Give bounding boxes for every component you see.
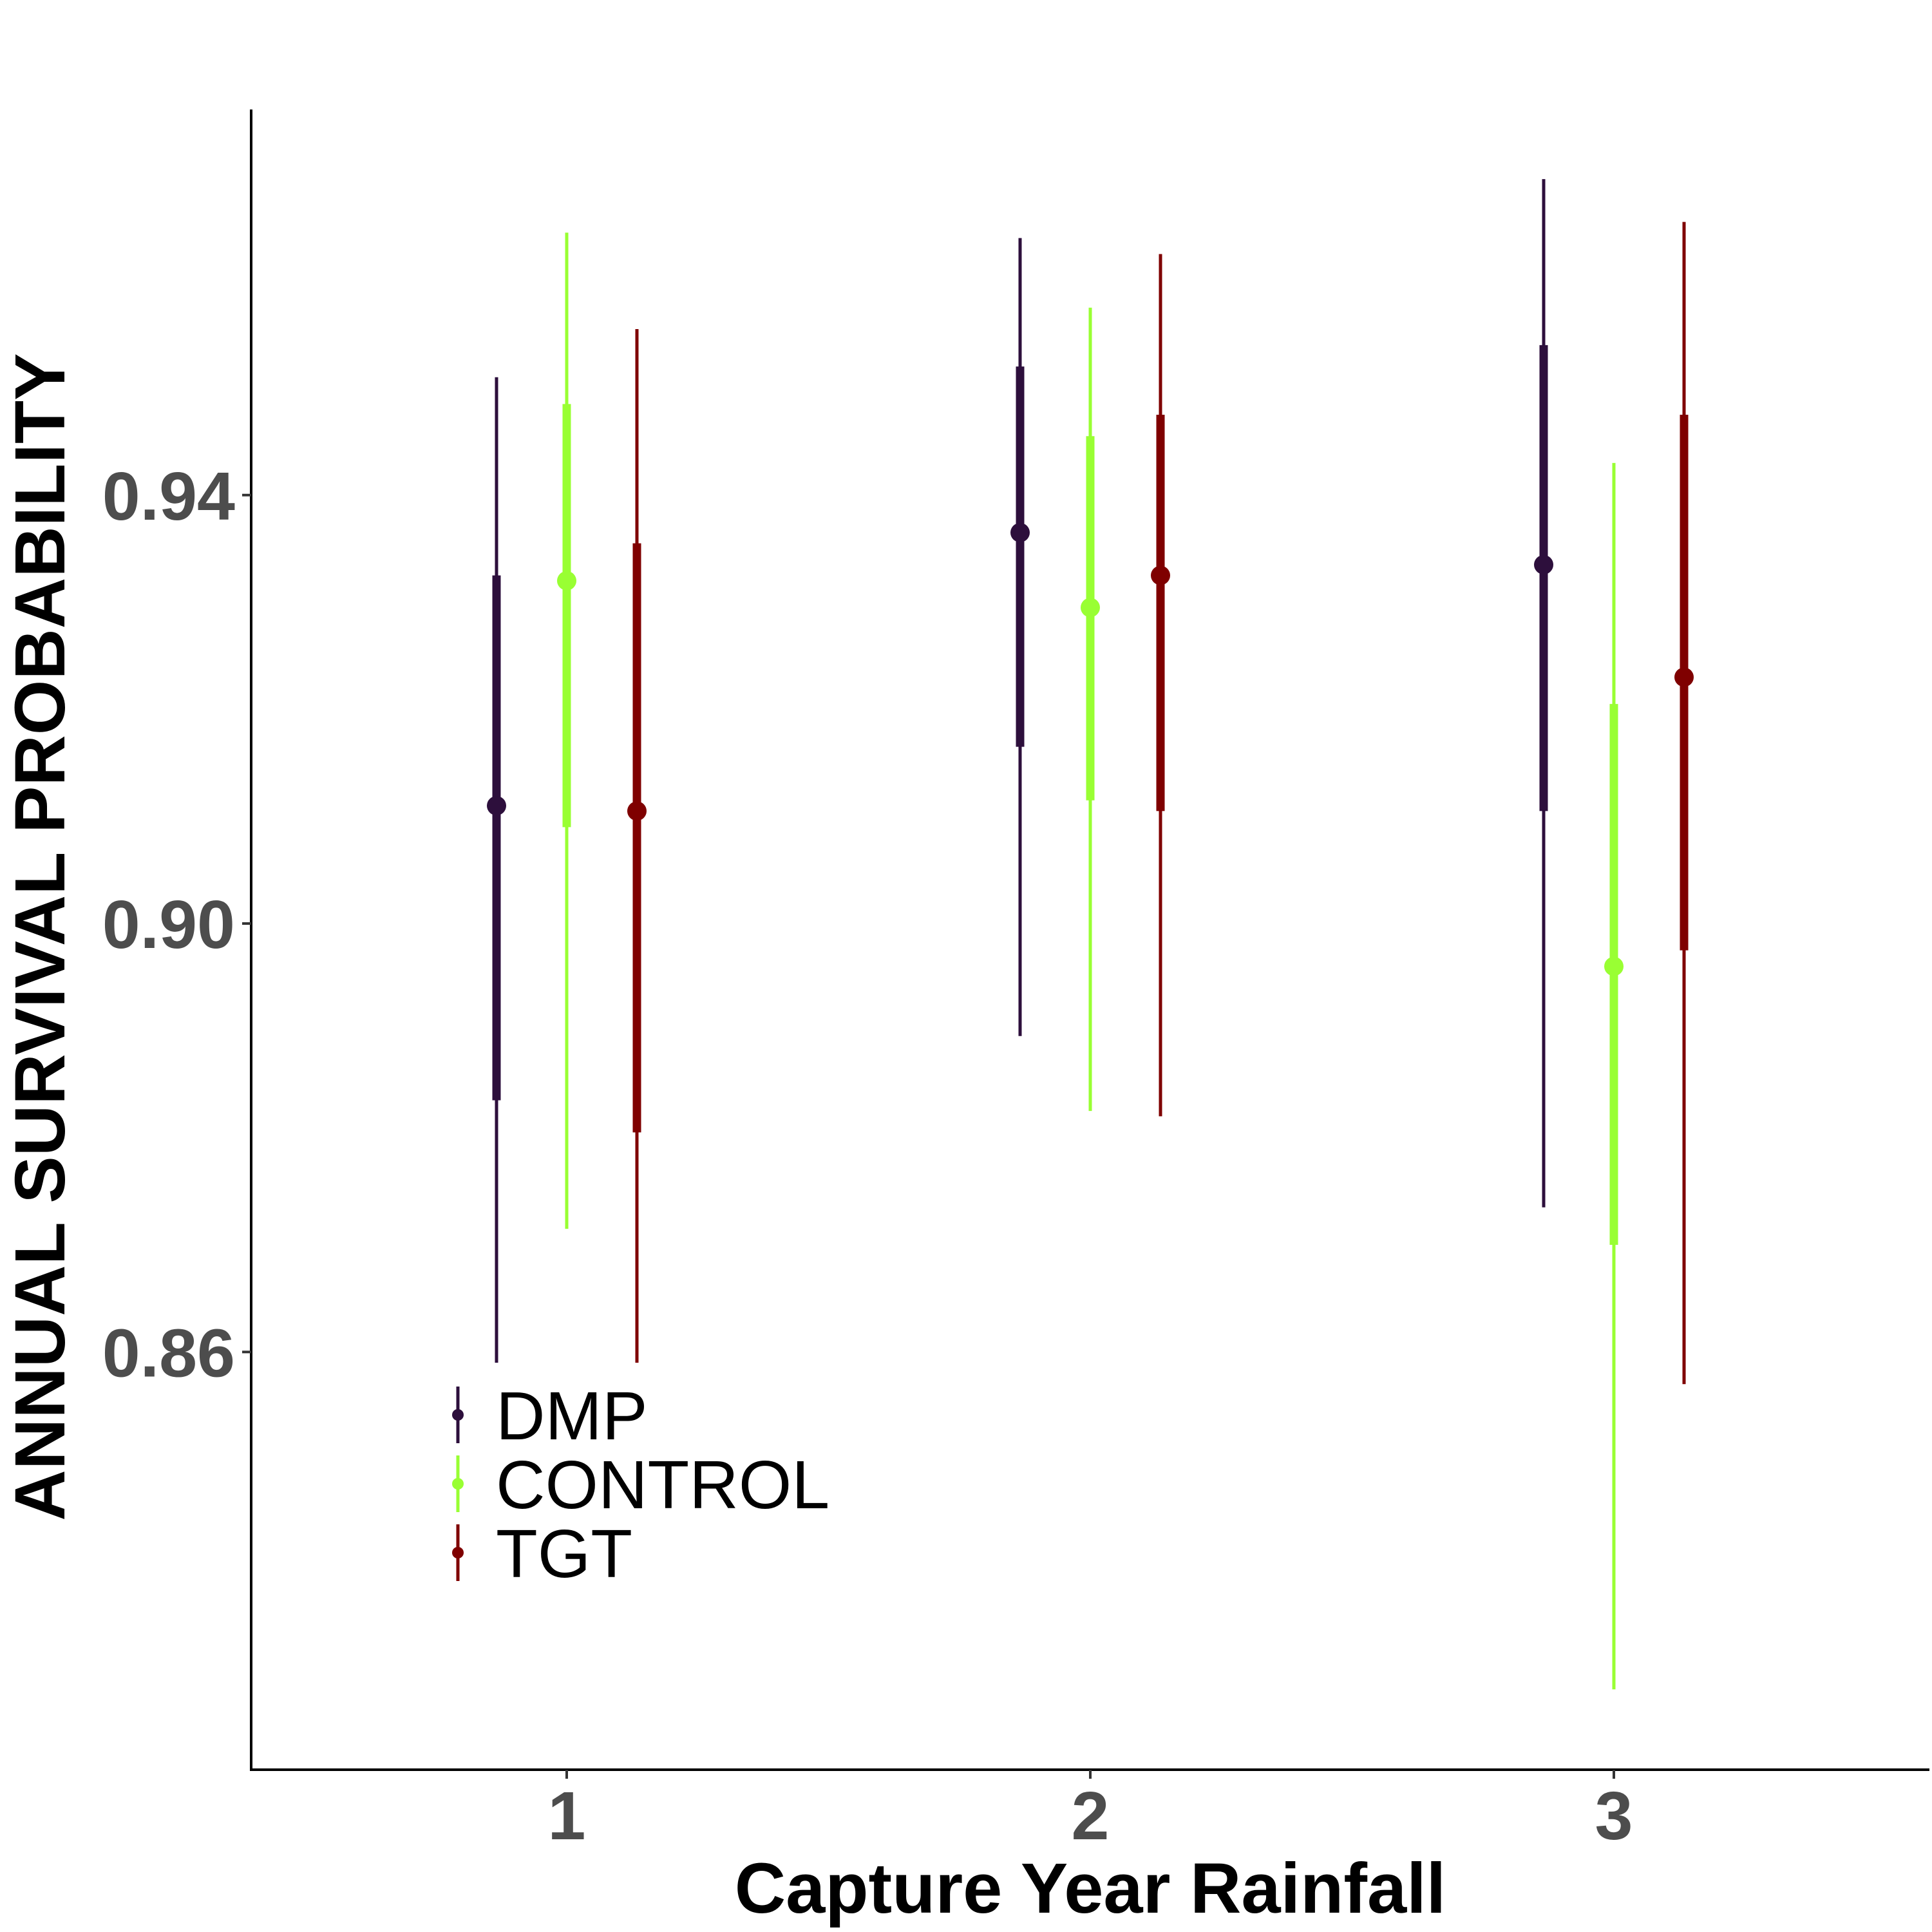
y-tick-label-2: 0.94: [102, 459, 235, 535]
y-tick-label-0: 0.86: [102, 1315, 235, 1391]
series-0-point-2: [1534, 554, 1553, 574]
y-axis-title: ANNUAL SURVIVAL PROBABILITY: [1, 353, 80, 1520]
series-1-point-0: [557, 571, 576, 591]
series-0-point-1: [1010, 522, 1030, 542]
y-ticks: 0.86 0.90 0.94: [102, 459, 251, 1391]
series-2-point-2: [1674, 667, 1694, 687]
series-0-point-0: [487, 796, 506, 816]
series-2-point-1: [1151, 565, 1170, 585]
legend-key-point-0: [452, 1409, 464, 1421]
series-1-point-2: [1604, 956, 1624, 976]
legend-label-2: TGT: [496, 1516, 632, 1592]
x-tick-label-1: 2: [1072, 1778, 1110, 1854]
legend-label-1: CONTROL: [496, 1447, 829, 1523]
y-tick-label-1: 0.90: [102, 887, 235, 963]
x-tick-label-0: 1: [548, 1778, 586, 1854]
series-1-point-1: [1081, 598, 1100, 618]
x-axis-title: Capture Year Rainfall: [735, 1849, 1446, 1928]
chart-marks: [487, 179, 1694, 1690]
x-tick-label-2: 3: [1595, 1778, 1633, 1854]
legend-label-0: DMP: [496, 1378, 648, 1454]
series-2-point-0: [627, 801, 647, 821]
x-ticks: 1 2 3: [548, 1770, 1633, 1854]
legend-key-point-1: [452, 1478, 464, 1490]
legend-key-point-2: [452, 1547, 464, 1558]
